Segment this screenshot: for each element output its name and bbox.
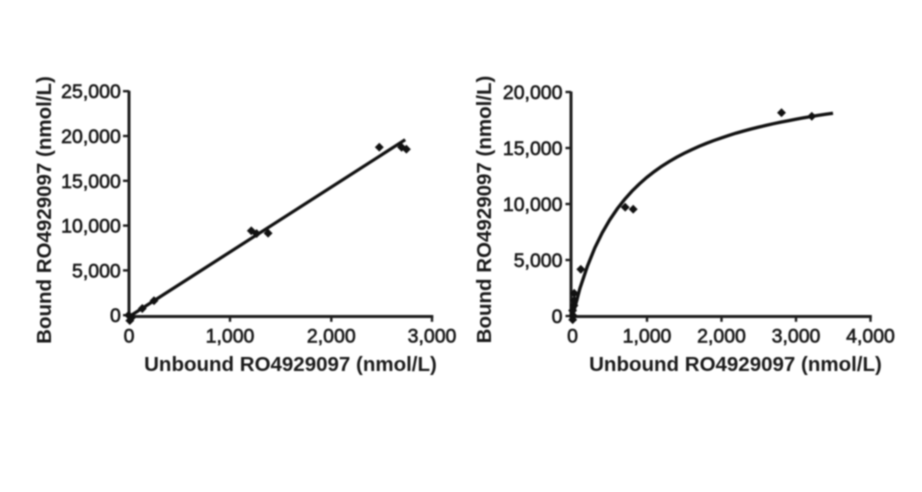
svg-text:15,000: 15,000 — [61, 171, 121, 193]
svg-text:5,000: 5,000 — [72, 260, 121, 282]
svg-text:0: 0 — [552, 306, 563, 328]
svg-text:1,000: 1,000 — [206, 325, 255, 347]
svg-text:20,000: 20,000 — [61, 126, 121, 148]
svg-text:2,000: 2,000 — [307, 325, 356, 347]
svg-text:2,000: 2,000 — [697, 325, 746, 347]
svg-text:3,000: 3,000 — [408, 325, 457, 347]
svg-text:Unbound RO4929097 (nmol/L): Unbound RO4929097 (nmol/L) — [144, 353, 437, 376]
svg-text:Bound RO4929097 (nmol/L): Bound RO4929097 (nmol/L) — [33, 76, 56, 344]
svg-text:5,000: 5,000 — [514, 250, 563, 272]
svg-text:4,000: 4,000 — [846, 325, 895, 347]
svg-text:20,000: 20,000 — [503, 82, 563, 104]
svg-text:10,000: 10,000 — [503, 194, 563, 216]
svg-text:15,000: 15,000 — [503, 138, 563, 160]
svg-text:Bound RO4929097 (nmol/L): Bound RO4929097 (nmol/L) — [473, 76, 496, 344]
svg-text:1,000: 1,000 — [623, 325, 672, 347]
svg-text:0: 0 — [110, 305, 121, 327]
svg-text:25,000: 25,000 — [61, 81, 121, 103]
svg-text:0: 0 — [124, 325, 135, 347]
svg-text:0: 0 — [567, 325, 578, 347]
svg-text:Unbound RO4929097 (nmol/L): Unbound RO4929097 (nmol/L) — [589, 353, 882, 376]
svg-text:10,000: 10,000 — [61, 216, 121, 238]
svg-text:3,000: 3,000 — [772, 325, 821, 347]
